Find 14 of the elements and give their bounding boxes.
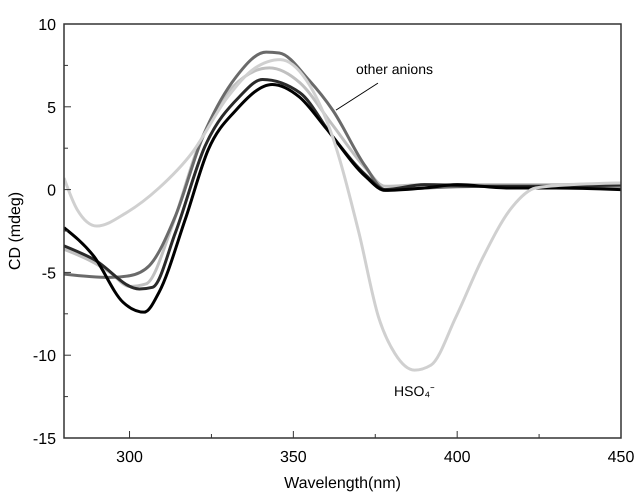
y-tick-label: 10 xyxy=(38,17,56,34)
annotation: other anions xyxy=(356,61,434,78)
y-tick-label: -5 xyxy=(42,265,56,282)
x-tick-label: 450 xyxy=(608,449,634,466)
x-axis-title: Wavelength(nm) xyxy=(284,475,401,492)
y-tick-label: -15 xyxy=(32,431,56,448)
y-tick-label: 0 xyxy=(47,182,56,200)
x-tick-label: 350 xyxy=(280,449,307,466)
x-tick-label: 300 xyxy=(116,449,143,466)
y-tick-label: 5 xyxy=(47,100,56,117)
y-tick-label: -10 xyxy=(32,348,56,366)
y-axis-title: CD (mdeg) xyxy=(7,192,24,270)
series-label: HSO₄⁻ xyxy=(394,383,436,400)
x-tick-label: 400 xyxy=(444,449,471,466)
